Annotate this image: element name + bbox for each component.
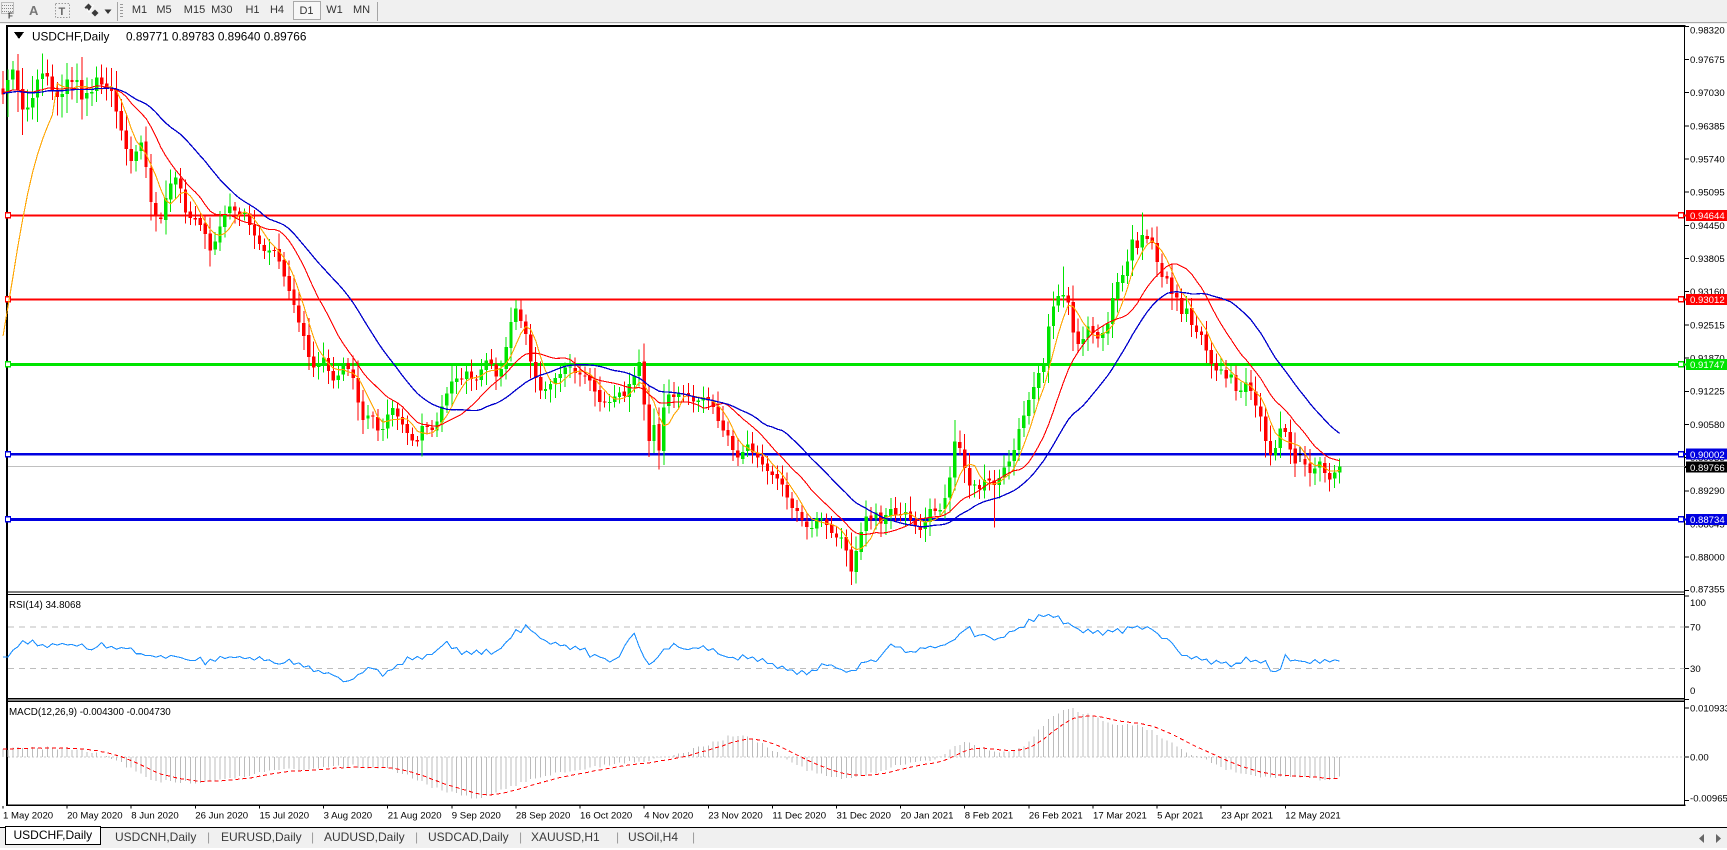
svg-text:1 May 2020: 1 May 2020 — [3, 811, 53, 822]
svg-text:0.98320: 0.98320 — [1690, 26, 1725, 37]
svg-text:USDCHF,Daily: USDCHF,Daily — [32, 30, 109, 44]
svg-text:0.91225: 0.91225 — [1690, 387, 1725, 398]
svg-text:0.89771 0.89783 0.89640 0.8976: 0.89771 0.89783 0.89640 0.89766 — [126, 30, 307, 44]
svg-text:70: 70 — [1690, 622, 1701, 633]
svg-text:31 Dec 2020: 31 Dec 2020 — [837, 811, 891, 822]
svg-text:11 Dec 2020: 11 Dec 2020 — [772, 811, 826, 822]
svg-text:0.90580: 0.90580 — [1690, 420, 1725, 431]
svg-text:-0.009653: -0.009653 — [1690, 793, 1727, 804]
svg-text:0: 0 — [1690, 686, 1695, 697]
svg-text:RSI(14) 34.8068: RSI(14) 34.8068 — [9, 600, 81, 611]
svg-text:0.93805: 0.93805 — [1690, 254, 1725, 265]
svg-text:8 Feb 2021: 8 Feb 2021 — [965, 811, 1014, 822]
svg-text:T: T — [59, 6, 66, 18]
svg-text:4 Nov 2020: 4 Nov 2020 — [644, 811, 693, 822]
svg-text:0.87355: 0.87355 — [1690, 584, 1725, 595]
svg-text:17 Mar 2021: 17 Mar 2021 — [1093, 811, 1147, 822]
svg-text:26 Feb 2021: 26 Feb 2021 — [1029, 811, 1083, 822]
svg-text:0.89290: 0.89290 — [1690, 486, 1725, 497]
svg-text:0.90002: 0.90002 — [1690, 450, 1725, 461]
svg-text:0.94644: 0.94644 — [1690, 211, 1725, 222]
svg-text:21 Aug 2020: 21 Aug 2020 — [388, 811, 442, 822]
svg-text:8 Jun 2020: 8 Jun 2020 — [131, 811, 178, 822]
svg-text:12 May 2021: 12 May 2021 — [1285, 811, 1340, 822]
svg-text:15 Jul 2020: 15 Jul 2020 — [260, 811, 310, 822]
svg-text:0.94450: 0.94450 — [1690, 221, 1725, 232]
svg-text:0.88734: 0.88734 — [1690, 515, 1725, 526]
svg-text:0.89766: 0.89766 — [1690, 463, 1725, 474]
svg-text:23 Nov 2020: 23 Nov 2020 — [708, 811, 762, 822]
svg-text:26 Jun 2020: 26 Jun 2020 — [195, 811, 248, 822]
svg-text:9 Sep 2020: 9 Sep 2020 — [452, 811, 501, 822]
svg-text:0.95095: 0.95095 — [1690, 188, 1725, 199]
svg-text:0.00: 0.00 — [1690, 752, 1709, 763]
svg-text:0.96385: 0.96385 — [1690, 121, 1725, 132]
svg-text:0.97675: 0.97675 — [1690, 55, 1725, 66]
svg-text:20 Jan 2021: 20 Jan 2021 — [901, 811, 954, 822]
svg-text:0.95740: 0.95740 — [1690, 154, 1725, 165]
svg-text:20 May 2020: 20 May 2020 — [67, 811, 122, 822]
svg-text:0.93160: 0.93160 — [1690, 287, 1725, 298]
svg-text:23 Apr 2021: 23 Apr 2021 — [1221, 811, 1273, 822]
svg-text:100: 100 — [1690, 598, 1706, 609]
svg-text:F: F — [8, 12, 13, 21]
svg-text:5 Apr 2021: 5 Apr 2021 — [1157, 811, 1203, 822]
svg-text:0.010933: 0.010933 — [1690, 703, 1727, 714]
svg-text:16 Oct 2020: 16 Oct 2020 — [580, 811, 632, 822]
svg-text:0.92515: 0.92515 — [1690, 320, 1725, 331]
svg-text:0.88000: 0.88000 — [1690, 553, 1725, 564]
svg-text:30: 30 — [1690, 664, 1701, 675]
svg-text:28 Sep 2020: 28 Sep 2020 — [516, 811, 570, 822]
svg-text:0.97030: 0.97030 — [1690, 88, 1725, 99]
svg-text:0.93012: 0.93012 — [1690, 295, 1725, 306]
svg-text:0.91747: 0.91747 — [1690, 360, 1725, 371]
svg-text:3 Aug 2020: 3 Aug 2020 — [324, 811, 373, 822]
svg-text:MACD(12,26,9) -0.004300 -0.004: MACD(12,26,9) -0.004300 -0.004730 — [9, 707, 171, 718]
